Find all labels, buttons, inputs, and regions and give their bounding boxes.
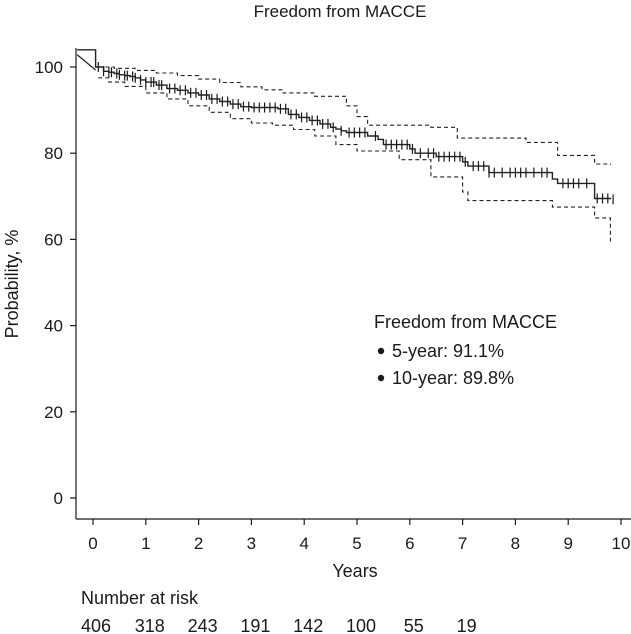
risk-value-5: 100 xyxy=(346,616,376,634)
y-tick-label-80: 80 xyxy=(44,144,63,163)
legend-bullet-1 xyxy=(377,347,385,355)
risk-value-6: 55 xyxy=(404,616,424,634)
x-tick-label-6: 6 xyxy=(405,534,414,553)
risk-value-3: 191 xyxy=(240,616,270,634)
legend: Freedom from MACCE 5-year: 91.1% 10-year… xyxy=(374,312,557,388)
x-ticks: 0 1 2 3 4 5 6 7 8 9 10 xyxy=(88,519,630,553)
upper-ci-group xyxy=(98,66,611,165)
legend-entry-10-year: 10-year: 89.8% xyxy=(392,368,514,388)
risk-value-4: 142 xyxy=(293,616,323,634)
x-tick-label-4: 4 xyxy=(299,534,308,553)
risk-value-2: 243 xyxy=(188,616,218,634)
chart-title: Freedom from MACCE xyxy=(254,2,427,21)
risk-value-7: 19 xyxy=(457,616,477,634)
x-tick-label-9: 9 xyxy=(563,534,572,553)
y-tick-label-0: 0 xyxy=(54,489,63,508)
survival-curve-start-segment xyxy=(76,54,97,71)
y-tick-label-20: 20 xyxy=(44,403,63,422)
x-tick-label-3: 3 xyxy=(247,534,256,553)
risk-value-1: 318 xyxy=(135,616,165,634)
upper-ci-line xyxy=(98,66,611,165)
x-tick-label-10: 10 xyxy=(612,534,631,553)
y-tick-label-40: 40 xyxy=(44,317,63,336)
x-axis-label: Years xyxy=(332,561,377,581)
censor-marks-group xyxy=(97,62,614,205)
plot-area xyxy=(76,49,614,242)
legend-bullet-2 xyxy=(377,374,385,382)
lower-ci-group xyxy=(98,77,611,242)
legend-entry-5-year: 5-year: 91.1% xyxy=(392,341,504,361)
risk-table: Number at risk 406 318 243 191 142 100 55 19 xyxy=(81,588,477,634)
x-tick-label-2: 2 xyxy=(194,534,203,553)
x-tick-label-5: 5 xyxy=(352,534,361,553)
lower-ci-line xyxy=(98,77,611,242)
survival-curve xyxy=(77,49,612,200)
y-axis-label: Probability, % xyxy=(2,230,22,339)
x-tick-label-1: 1 xyxy=(141,534,150,553)
risk-values: 406 318 243 191 142 100 55 19 xyxy=(81,616,477,634)
x-tick-label-8: 8 xyxy=(511,534,520,553)
risk-value-0: 406 xyxy=(81,616,111,634)
y-tick-label-100: 100 xyxy=(35,58,63,77)
legend-title: Freedom from MACCE xyxy=(374,312,557,332)
y-ticks: 0 20 40 60 80 100 xyxy=(35,58,76,508)
y-tick-label-60: 60 xyxy=(44,230,63,249)
risk-table-label: Number at risk xyxy=(81,588,199,608)
x-tick-label-7: 7 xyxy=(458,534,467,553)
survival-curve-group xyxy=(76,49,612,200)
axes: 0 20 40 60 80 100 0 1 2 3 4 5 6 7 8 9 10 xyxy=(35,48,631,553)
x-tick-label-0: 0 xyxy=(88,534,97,553)
